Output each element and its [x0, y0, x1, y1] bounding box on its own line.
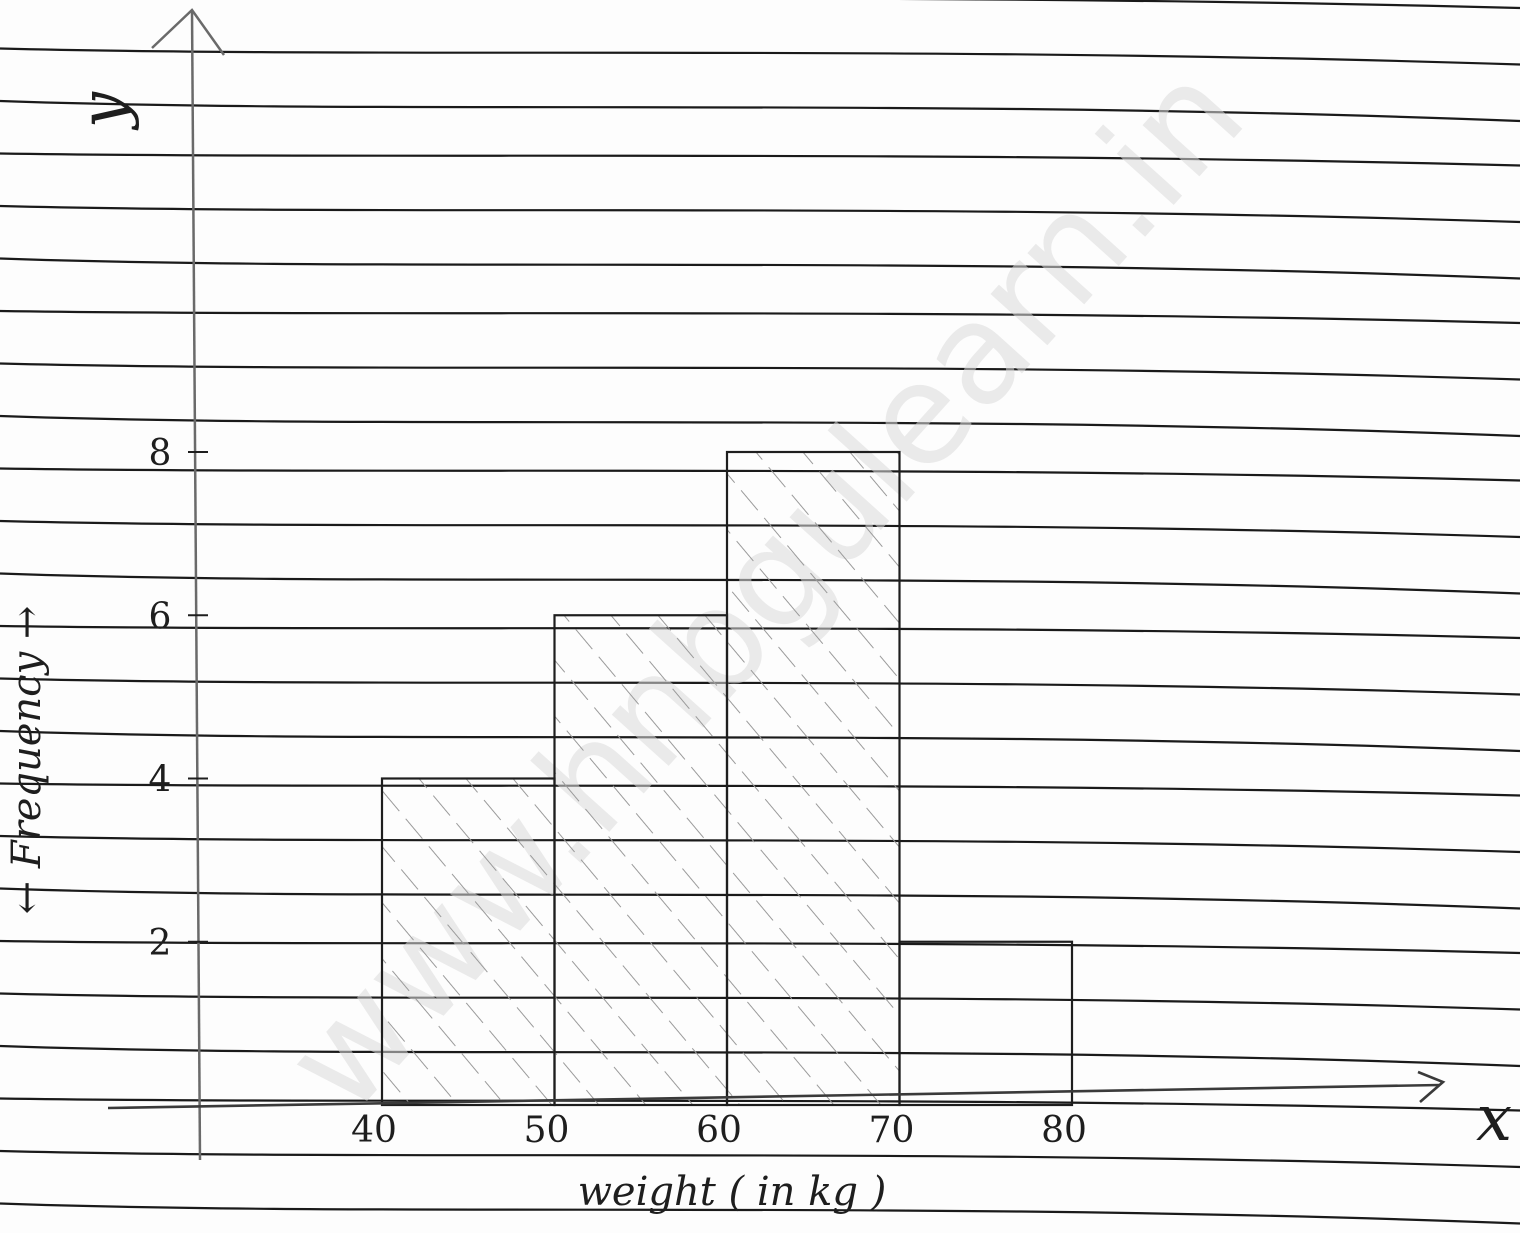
ruled-line — [901, 0, 1520, 10]
y-axis-arrowhead — [151, 8, 226, 56]
bar-hatch — [554, 615, 727, 1105]
bar-hatch — [382, 778, 555, 1105]
bar-hatch — [727, 452, 900, 1105]
ruled-line — [0, 204, 1520, 224]
ruled-line — [0, 99, 1520, 123]
ruled-line — [0, 414, 1520, 438]
axes — [107, 8, 1446, 1161]
ruled-line — [0, 519, 1520, 539]
y-tick-label: 6 — [149, 596, 172, 637]
ruled-line — [0, 47, 1520, 66]
ruled-line — [0, 362, 1520, 381]
y-axis-title: ← Frequency → — [4, 606, 50, 915]
x-tick-label: 80 — [1041, 1110, 1087, 1151]
y-tick-label: 2 — [149, 923, 172, 964]
x-axis-title: weight ( in kg ) — [578, 1169, 887, 1215]
y-tick-label: 8 — [149, 433, 172, 474]
bars — [380, 450, 1074, 1107]
x-tick-label: 70 — [869, 1110, 915, 1151]
labels: y x weight ( in kg ) ← Frequency → — [4, 91, 1512, 1215]
x-tick-label: 40 — [351, 1110, 397, 1151]
ticks: 2 4 6 8 40 50 60 70 80 — [149, 433, 1087, 1151]
y-tick-label: 4 — [149, 760, 172, 801]
bar — [898, 940, 1074, 1107]
x-axis-arrowhead — [1417, 1070, 1446, 1103]
y-axis-letter: y — [67, 91, 141, 131]
x-tick-label: 50 — [524, 1110, 570, 1151]
ruled-line — [0, 572, 1520, 595]
x-axis-line — [107, 1083, 1441, 1110]
ruled-line — [0, 152, 1520, 167]
x-axis-letter: x — [1476, 1082, 1512, 1156]
bar — [725, 450, 901, 1107]
x-tick-label: 60 — [696, 1110, 742, 1151]
ruled-line — [0, 467, 1520, 482]
ruled-line — [0, 1149, 1520, 1169]
ruled-line — [0, 257, 1520, 280]
y-axis-line — [190, 9, 202, 1161]
ruled-line — [0, 309, 1520, 325]
ruled-line — [0, 1202, 1520, 1225]
